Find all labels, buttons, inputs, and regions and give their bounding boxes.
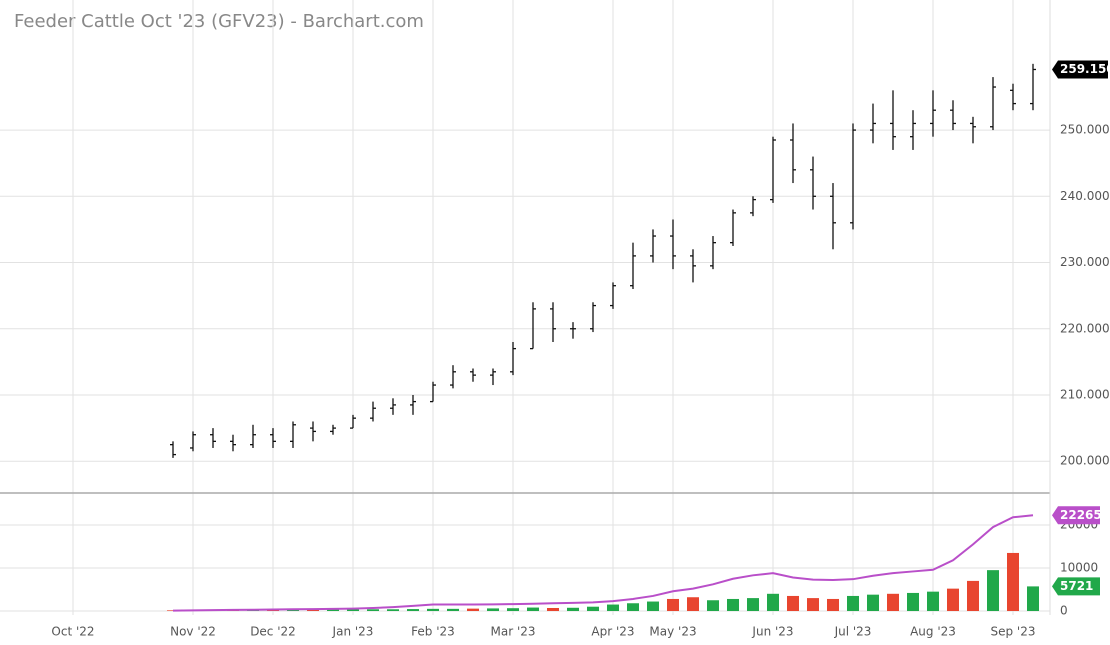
volume-bar — [487, 608, 499, 612]
volume-bar — [567, 607, 579, 612]
x-tick-label: Sep '23 — [991, 625, 1036, 639]
y-tick-label: 250.000 — [1060, 123, 1110, 137]
volume-bar — [167, 610, 179, 612]
volume-bar — [307, 609, 319, 612]
volume-bar — [647, 601, 659, 612]
volume-bar — [687, 597, 699, 612]
last-price-tag — [1052, 60, 1108, 79]
volume-bar — [447, 608, 459, 612]
volume-bar — [427, 608, 439, 612]
volume-bar — [747, 598, 759, 612]
volume-bar — [787, 595, 799, 612]
x-tick-label: Oct '22 — [51, 625, 94, 639]
last-price-label: 259.150 — [1060, 62, 1110, 76]
volume-bar — [907, 592, 919, 612]
x-tick-label: Aug '23 — [910, 625, 956, 639]
volume-bar — [867, 594, 879, 612]
volume-bar — [987, 570, 999, 612]
volume-bar — [887, 593, 899, 612]
y-tick-label: 10000 — [1060, 560, 1098, 574]
volume-bar — [467, 608, 479, 612]
y-tick-label: 0 — [1060, 604, 1068, 618]
x-tick-label: Feb '23 — [411, 625, 455, 639]
volume-bar — [947, 588, 959, 612]
volume-bar — [707, 600, 719, 612]
x-tick-label: Jul '23 — [834, 625, 872, 639]
x-tick-label: Jun '23 — [751, 625, 793, 639]
volume-bar — [967, 580, 979, 612]
volume-label: 5721 — [1060, 579, 1093, 593]
volume-bar — [367, 609, 379, 612]
volume-bar — [407, 609, 419, 612]
volume-bar — [727, 598, 739, 612]
volume-bar — [767, 593, 779, 612]
volume-bar — [547, 607, 559, 612]
y-tick-label: 230.000 — [1060, 255, 1110, 269]
y-tick-label: 210.000 — [1060, 387, 1110, 401]
open-interest-tag — [1052, 506, 1100, 525]
volume-bar — [807, 598, 819, 612]
open-interest-label: 22265 — [1060, 508, 1102, 522]
volume-bar — [527, 607, 539, 612]
x-tick-label: Apr '23 — [591, 625, 634, 639]
x-tick-label: Dec '22 — [250, 625, 296, 639]
x-tick-label: Nov '22 — [170, 625, 216, 639]
volume-bar — [507, 608, 519, 612]
y-tick-label: 200.000 — [1060, 454, 1110, 468]
volume-bar — [387, 609, 399, 612]
volume-bar — [627, 603, 639, 612]
chart-title: Feeder Cattle Oct '23 (GFV23) - Barchart… — [14, 11, 424, 32]
volume-tag — [1052, 577, 1100, 596]
volume-bar — [587, 606, 599, 612]
volume-bar — [847, 595, 859, 612]
volume-bar — [287, 609, 299, 612]
volume-bar — [347, 609, 359, 612]
x-tick-label: May '23 — [649, 625, 696, 639]
y-tick-label: 220.000 — [1060, 321, 1110, 335]
volume-bar — [827, 598, 839, 612]
x-tick-label: Mar '23 — [490, 625, 535, 639]
volume-bar — [1027, 586, 1039, 612]
y-tick-label: 240.000 — [1060, 189, 1110, 203]
volume-bar — [607, 604, 619, 612]
volume-bar — [927, 591, 939, 612]
volume-bar — [1007, 552, 1019, 612]
volume-bar — [667, 598, 679, 612]
volume-bar — [327, 609, 339, 612]
open-interest-line — [172, 514, 1034, 612]
x-tick-label: Jan '23 — [332, 625, 374, 639]
